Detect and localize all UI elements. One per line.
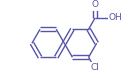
Text: OH: OH	[109, 13, 123, 22]
Text: O: O	[92, 0, 99, 9]
Text: Cl: Cl	[90, 63, 99, 72]
